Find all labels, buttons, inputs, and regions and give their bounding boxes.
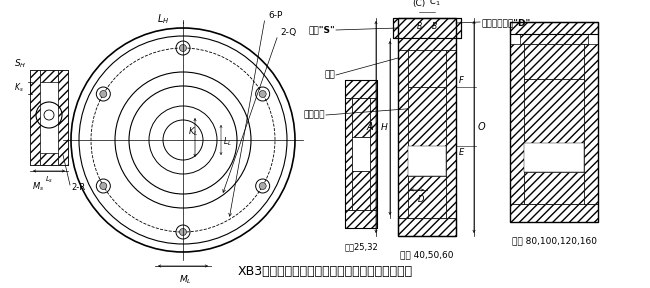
Text: $S_H$: $S_H$ [14,58,27,71]
Circle shape [179,228,187,236]
Bar [40,153,58,165]
Circle shape [100,90,107,98]
Text: 机型 80,100,120,160: 机型 80,100,120,160 [512,236,597,245]
Circle shape [179,45,187,52]
Bar [510,22,598,222]
Text: B: B [432,22,437,31]
Text: O: O [477,122,485,132]
Bar [40,70,58,82]
Text: 柔轮: 柔轮 [324,71,335,79]
Circle shape [259,90,266,98]
Bar [370,98,377,210]
Text: $L_L$: $L_L$ [223,136,232,148]
Text: $C_1$: $C_1$ [429,0,441,8]
Text: XB3扁平式谐波传动减速器组件外形及安装尺寸图: XB3扁平式谐波传动减速器组件外形及安装尺寸图 [237,265,413,278]
Bar [408,176,446,218]
Bar [345,210,377,228]
Text: $L_s$: $L_s$ [45,175,53,185]
Bar [398,50,408,218]
Bar [345,98,352,210]
Bar [524,172,584,204]
Bar [446,50,456,218]
Bar [510,204,598,222]
Bar [524,143,584,172]
Circle shape [100,183,107,190]
Text: 机型25,32: 机型25,32 [344,242,378,251]
Text: D: D [418,195,424,204]
Bar [510,22,598,34]
Text: H: H [381,124,387,132]
Bar [408,146,446,176]
Bar [30,70,68,165]
Text: 2-Q: 2-Q [280,27,296,37]
Bar [510,22,598,34]
Text: E: E [459,148,464,157]
Text: $M_L$: $M_L$ [179,274,192,287]
Bar [393,18,461,38]
Bar [352,171,370,210]
Bar [393,18,461,38]
Text: 2-R: 2-R [71,183,85,192]
Bar [524,79,584,143]
Text: F: F [459,76,464,85]
Bar [345,80,377,98]
Text: A: A [367,122,373,132]
Bar [30,70,40,165]
Text: $L_H$: $L_H$ [157,12,169,26]
Bar [408,87,446,146]
Text: (C): (C) [412,0,426,8]
Text: $K_s$: $K_s$ [14,82,23,94]
Bar [398,38,456,50]
Bar [520,34,588,44]
Text: B: B [417,22,422,31]
Bar [345,80,377,228]
Text: 输出联接刚轮"D": 输出联接刚轮"D" [481,18,530,27]
Text: 机型 40,50,60: 机型 40,50,60 [400,250,454,259]
Text: $K_L$: $K_L$ [188,126,198,138]
Bar [398,218,456,236]
Bar [408,50,446,87]
Bar [510,44,524,204]
Bar [398,18,456,236]
Text: 波发生器: 波发生器 [304,111,325,120]
Bar [352,98,370,137]
Bar [584,44,598,204]
Bar [524,44,584,79]
Text: 6-P: 6-P [268,10,282,20]
Text: 刚轮"S": 刚轮"S" [308,26,335,35]
Bar [352,137,370,171]
Text: $M_s$: $M_s$ [32,181,44,193]
Bar [58,70,68,165]
Circle shape [259,183,266,190]
